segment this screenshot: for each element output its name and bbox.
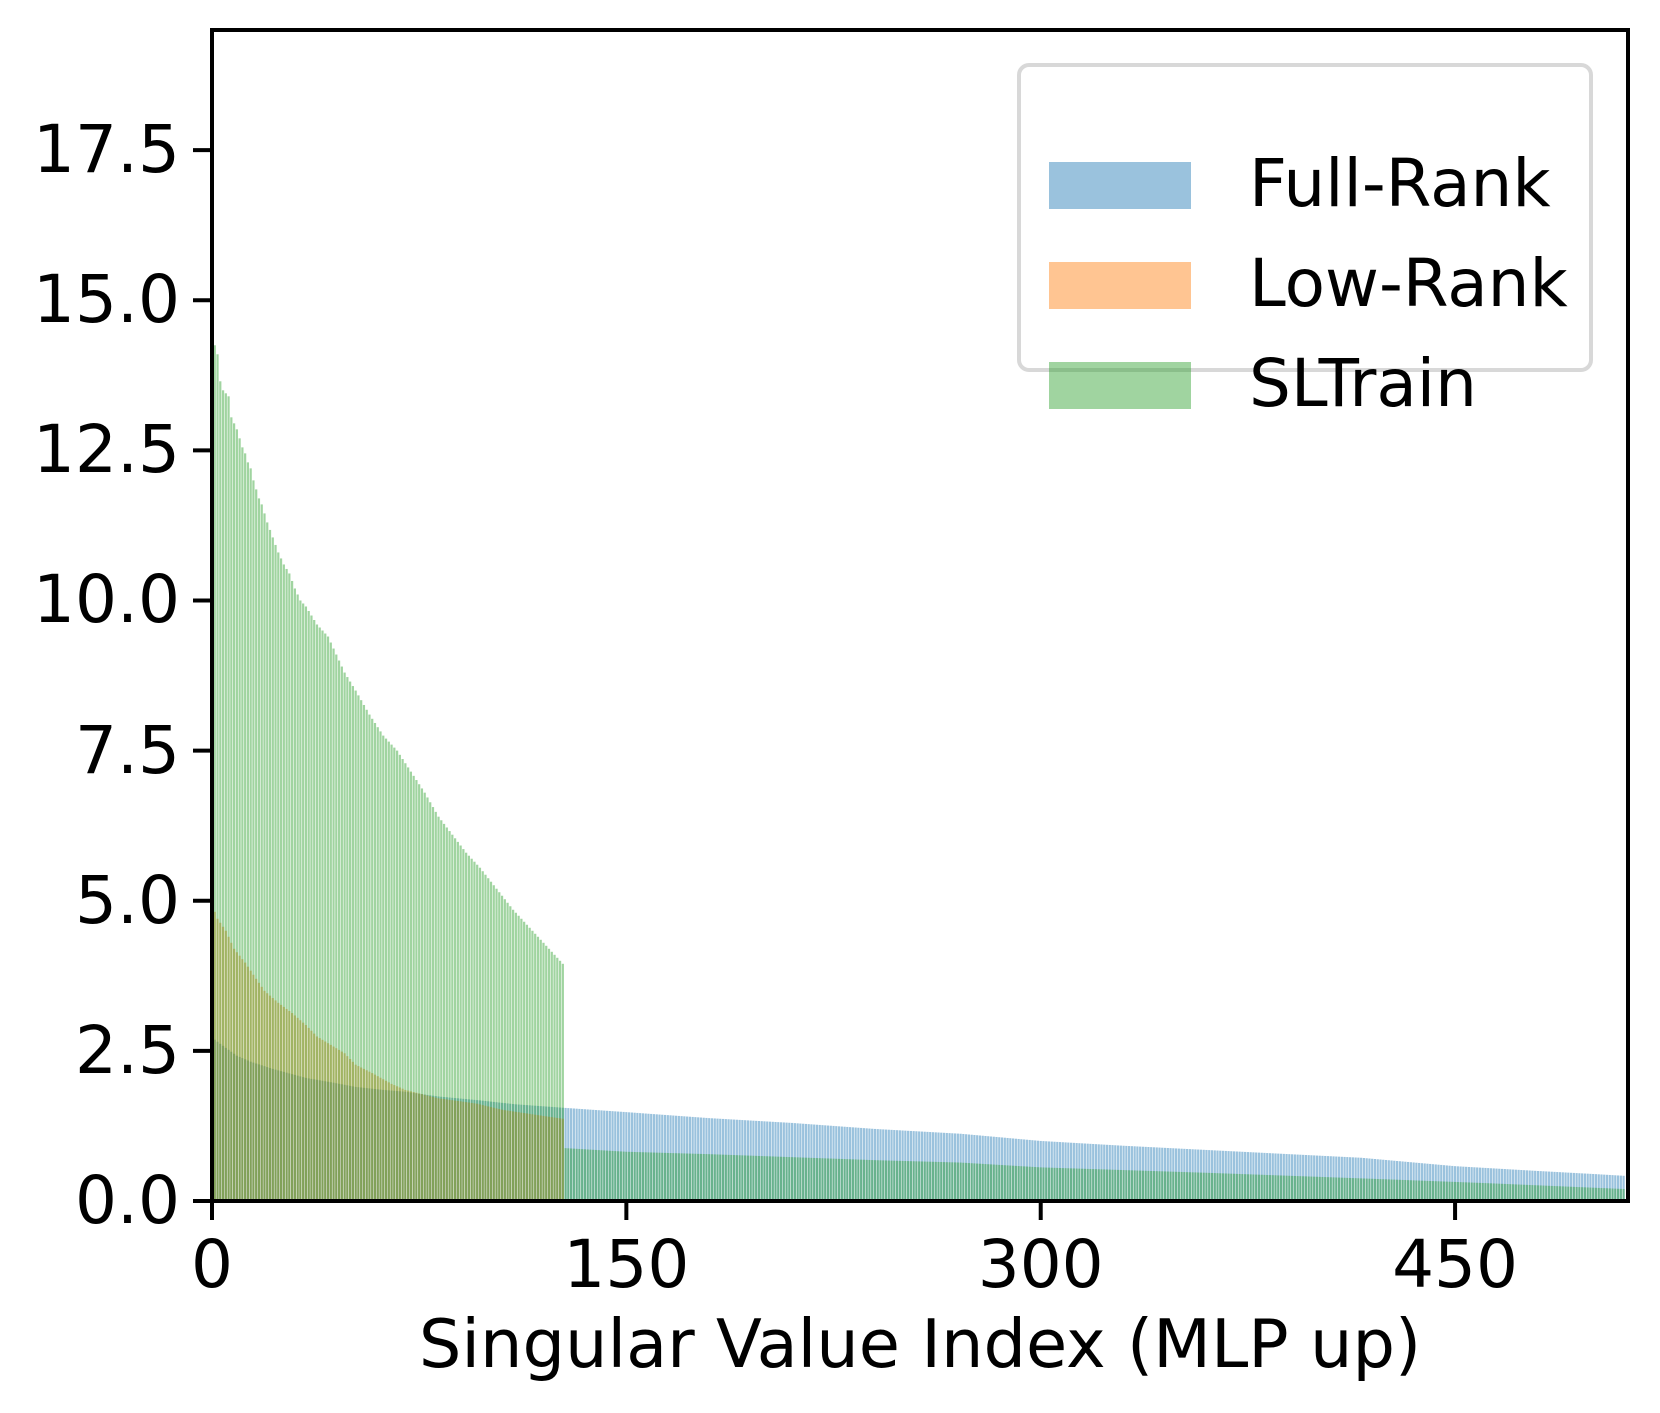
x-tick-label: 0 xyxy=(191,1226,233,1303)
y-tick-label: 10.0 xyxy=(33,561,180,639)
x-tick-label: 150 xyxy=(563,1226,690,1303)
legend-swatch-sltrain xyxy=(1049,362,1191,409)
legend-swatch-low-rank xyxy=(1049,262,1191,309)
legend-label-sltrain: SLTrain xyxy=(1249,345,1477,422)
axis-ticks xyxy=(193,148,1458,1220)
legend-label-low-rank: Low-Rank xyxy=(1249,245,1568,322)
y-tick-label: 2.5 xyxy=(75,1011,180,1089)
x-tick-label: 450 xyxy=(1392,1226,1519,1303)
legend-label-full-rank: Full-Rank xyxy=(1249,145,1551,222)
legend-row: SLTrain xyxy=(1021,351,1589,425)
x-axis-label: Singular Value Index (MLP up) xyxy=(418,1305,1422,1383)
plot-spines xyxy=(210,28,1630,1203)
y-tick-label: 5.0 xyxy=(75,861,180,939)
legend-row: Low-Rank xyxy=(1021,251,1589,325)
y-tick-label: 12.5 xyxy=(33,411,180,489)
legend: Full-Rank Low-Rank SLTrain xyxy=(1017,63,1593,417)
legend-swatch-full-rank xyxy=(1049,162,1191,209)
x-tick-label: 300 xyxy=(977,1226,1104,1303)
series-full-rank xyxy=(212,1037,1625,1201)
y-tick-label: 17.5 xyxy=(33,111,180,189)
y-tick-label: 7.5 xyxy=(75,711,180,789)
y-tick-label: 15.0 xyxy=(33,261,180,339)
legend-row: Full-Rank xyxy=(1021,151,1589,225)
y-tick-label: 0.0 xyxy=(75,1162,180,1239)
